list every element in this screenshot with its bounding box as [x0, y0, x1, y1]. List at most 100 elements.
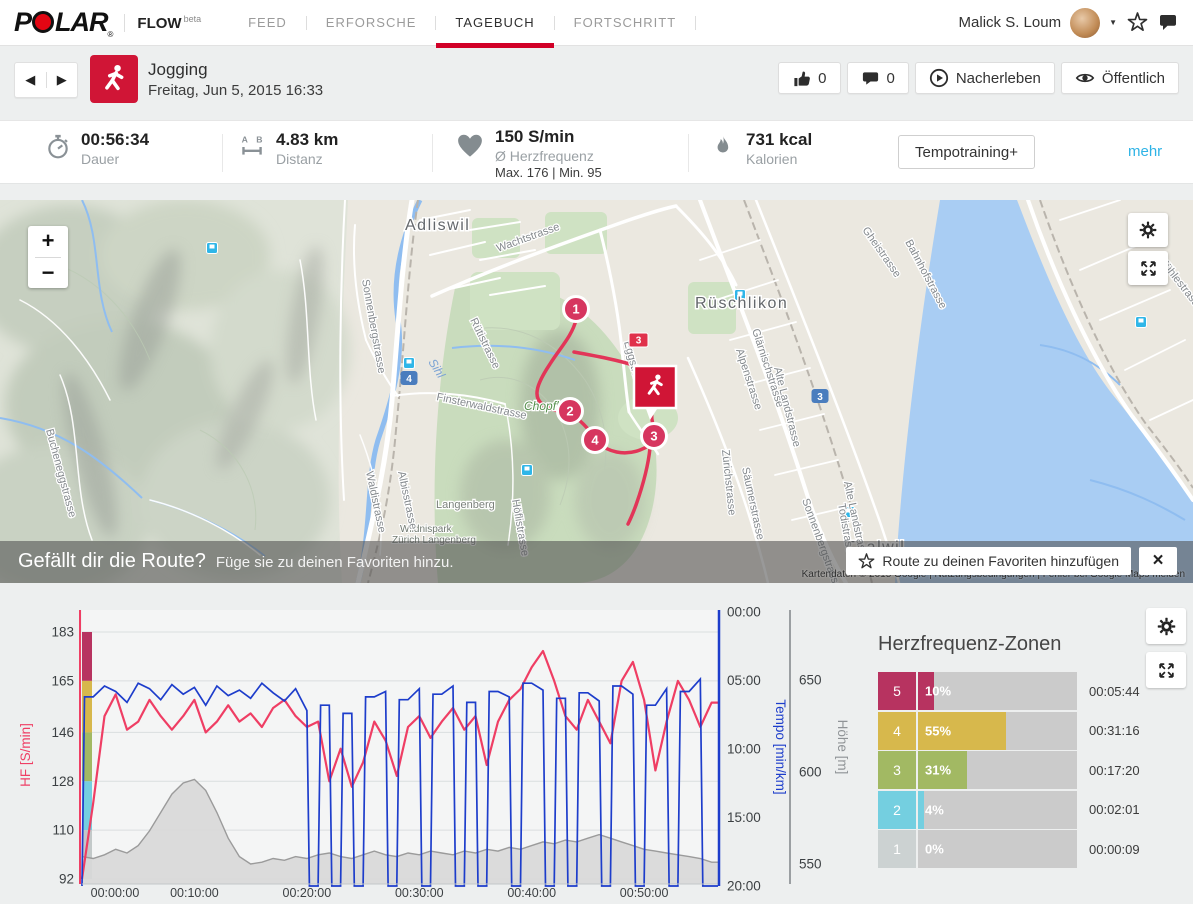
chevron-down-icon[interactable]: ▼: [1109, 18, 1117, 27]
route-marker-1[interactable]: [562, 295, 590, 323]
hr-zones-title: Herzfrequenz-Zonen: [878, 633, 1062, 655]
hf-tick-label: 128: [51, 774, 74, 789]
messages-icon[interactable]: [1157, 12, 1179, 34]
nav-item-erforsche[interactable]: ERFORSCHE: [325, 15, 417, 30]
altitude-tick-label: 600: [799, 765, 822, 780]
svg-text:3: 3: [636, 336, 642, 347]
hf-axis-title: HF [S/min]: [18, 723, 33, 787]
hf-tick-label: 110: [52, 823, 74, 838]
polar-logo[interactable]: P LAR®: [14, 6, 113, 39]
like-count: 0: [818, 69, 827, 87]
zone-percent: 55%: [925, 723, 952, 738]
stopwatch-icon: [48, 134, 68, 159]
chart-fullscreen-button[interactable]: [1146, 652, 1186, 688]
zone-bar-track: 31%: [918, 751, 1077, 789]
route-marker-2[interactable]: [556, 397, 584, 425]
zoom-in-button[interactable]: +: [41, 228, 55, 254]
nav-item-feed[interactable]: FEED: [248, 15, 287, 30]
route-marker-3[interactable]: [640, 422, 668, 450]
route-shield: [400, 371, 418, 385]
banner-subtitle: Füge sie zu deinen Favoriten hinzu.: [215, 554, 454, 571]
comment-count: 0: [886, 69, 895, 87]
zoom-divider: [35, 256, 61, 258]
activity-position-marker[interactable]: [632, 364, 678, 420]
zone-time: 00:31:16: [1089, 723, 1140, 738]
map-label: Rüschlikon: [695, 295, 788, 312]
nav-item-fortschritt[interactable]: FORTSCHRITT: [573, 15, 677, 30]
route-map[interactable]: 43 AdliswilRüschlikonThalwilChopfholzLan…: [0, 200, 1193, 583]
activity-datetime: Freitag, Jun 5, 2015 16:33: [148, 82, 324, 99]
polar-logo-o: [32, 10, 55, 33]
zoom-out-button[interactable]: −: [41, 259, 55, 285]
chart-settings-button[interactable]: [1146, 608, 1186, 644]
nav-separator: [435, 15, 437, 30]
nav-separator: [553, 15, 555, 30]
training-benefit-button[interactable]: Tempotraining+: [898, 135, 1035, 169]
comment-button[interactable]: 0: [846, 62, 909, 94]
map-settings-button[interactable]: [1128, 213, 1168, 247]
user-name[interactable]: Malick S. Loum: [958, 14, 1062, 31]
svg-text:2: 2: [566, 404, 573, 419]
stat-divider: [432, 134, 433, 172]
activity-title: Jogging: [148, 60, 208, 79]
zone-bar-track: 10%: [918, 672, 1077, 710]
stat-heart-rate: 150 S/min Ø Herzfrequenz Max. 176 | Min.…: [455, 127, 602, 181]
hr-zone-row: 2 4% 00:02:01: [878, 790, 1178, 829]
map-fullscreen-button[interactable]: [1128, 251, 1168, 285]
zone-percent: 4%: [925, 802, 944, 817]
altitude-tick-label: 650: [799, 673, 822, 688]
pace-line: [81, 676, 718, 887]
beta-badge: beta: [183, 13, 202, 24]
flame-icon: [717, 136, 729, 153]
tempo-axis-title: Tempo [min/km]: [773, 699, 788, 794]
more-link[interactable]: mehr: [1128, 143, 1163, 160]
nav-separator: [695, 15, 697, 30]
prev-activity-button[interactable]: ◀: [25, 72, 36, 87]
svg-text:A: A: [242, 135, 249, 145]
hr-zone-band: [82, 680, 92, 733]
svg-text:3: 3: [817, 392, 823, 403]
zone-time: 00:05:44: [1089, 683, 1140, 699]
zone-bar-fill: [918, 672, 934, 710]
relive-button[interactable]: Nacherleben: [914, 62, 1055, 94]
like-button[interactable]: 0: [778, 62, 841, 94]
hf-tick-label: 183: [51, 625, 74, 640]
route-marker-4[interactable]: [581, 426, 609, 454]
tempo-tick-label: 15:00: [727, 810, 761, 825]
zone-bar-track: 0%: [918, 830, 1077, 868]
visibility-button[interactable]: Öffentlich: [1060, 62, 1179, 94]
product-name: FLOW beta: [124, 13, 202, 32]
training-chart[interactable]: 183 165 146 128 110 92 00:00 05:00 10:00 15:00 20:…: [0, 595, 860, 901]
training-chart-section: 183 165 146 128 110 92 00:00 05:00 10:00 15:00 20:…: [0, 595, 1193, 901]
zone-number: 4: [878, 711, 916, 750]
nav-item-tagebuch[interactable]: TAGEBUCH: [436, 0, 554, 48]
avatar[interactable]: [1070, 7, 1101, 38]
hr-zone-row: 1 0% 00:00:09: [878, 830, 1178, 868]
time-tick-label: 00:50:00: [620, 886, 669, 899]
map-canvas[interactable]: 43 AdliswilRüschlikonThalwilChopfholzLan…: [0, 200, 1193, 583]
svg-text:4: 4: [591, 433, 599, 448]
km-marker-3: 3: [628, 332, 649, 348]
map-label: Adliswil: [405, 217, 470, 234]
route-shield: [811, 389, 829, 403]
svg-text:3: 3: [650, 429, 657, 444]
favorites-star-icon[interactable]: [1126, 12, 1148, 34]
tempo-tick-label: 10:00: [727, 742, 761, 757]
next-activity-button[interactable]: ▶: [56, 72, 67, 87]
add-route-favorite-button[interactable]: Route zu deinen Favoriten hinzufügen: [846, 547, 1131, 575]
heart-rate-value: 150 S/min: [495, 127, 575, 146]
calories-label: Kalorien: [746, 151, 798, 167]
nav-separator: [305, 15, 307, 30]
hr-zones-panel: Herzfrequenz-Zonen 5 10% 00:05:44 4 55% 00:31…: [878, 595, 1193, 899]
zone-time: 00:02:01: [1089, 802, 1140, 817]
banner-close-button[interactable]: ×: [1139, 547, 1177, 575]
time-tick-label: 00:40:00: [507, 886, 556, 899]
altitude-axis-title: Höhe [m]: [835, 720, 850, 775]
pager-divider: [45, 72, 47, 88]
thumbs-up-icon: [794, 71, 811, 86]
expand-icon: [1139, 259, 1158, 278]
zone-time: 00:00:09: [1089, 841, 1140, 857]
time-tick-label: 00:20:00: [283, 886, 332, 899]
hf-tick-label: 165: [51, 673, 74, 688]
